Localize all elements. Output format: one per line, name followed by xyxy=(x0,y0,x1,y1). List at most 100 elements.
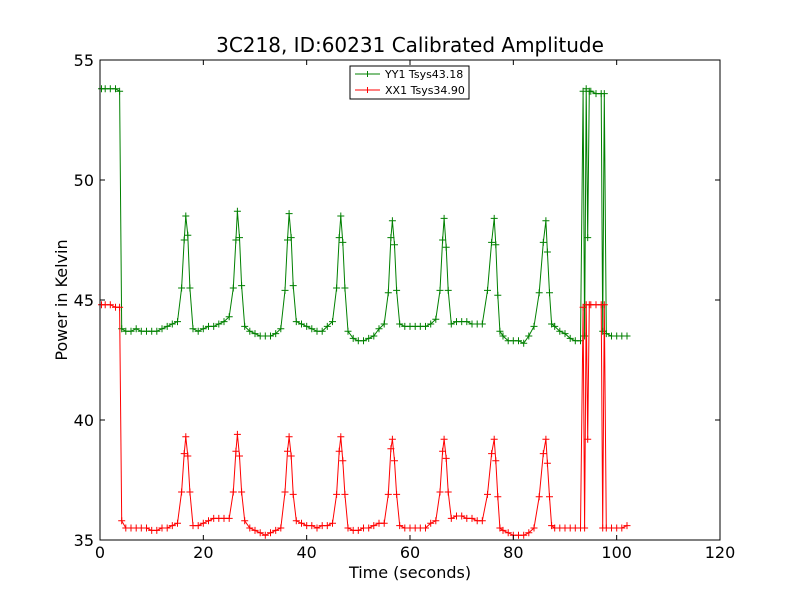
x-tick-label: 80 xyxy=(503,543,523,562)
data-point xyxy=(153,327,161,335)
data-point xyxy=(174,519,181,527)
x-tick-label: 100 xyxy=(601,543,632,562)
data-point xyxy=(587,87,595,95)
data-point xyxy=(337,212,345,220)
data-point xyxy=(535,289,543,297)
data-point xyxy=(277,325,285,333)
legend: YY1 Tsys43.18 XX1 Tsys34.90 xyxy=(349,65,470,100)
data-point xyxy=(561,330,569,338)
data-point xyxy=(333,284,341,292)
data-point xyxy=(600,90,608,98)
data-point xyxy=(539,450,547,458)
data-point xyxy=(292,517,300,525)
legend-marker-yy1 xyxy=(364,71,371,77)
data-point xyxy=(261,531,269,539)
data-point xyxy=(323,522,331,530)
data-point xyxy=(543,248,551,256)
data-point xyxy=(387,234,395,242)
data-point xyxy=(298,320,305,328)
data-point xyxy=(388,217,396,225)
y-tick-label: 35 xyxy=(74,531,94,550)
data-point xyxy=(494,493,502,501)
data-point xyxy=(116,303,124,311)
y-tick-label: 40 xyxy=(74,411,94,430)
data-point xyxy=(499,332,507,340)
data-point xyxy=(153,526,161,534)
data-point xyxy=(178,284,186,292)
data-point xyxy=(515,337,522,345)
data-point xyxy=(287,452,295,460)
data-point xyxy=(285,433,293,441)
data-point xyxy=(308,325,316,333)
data-point xyxy=(233,430,241,438)
data-point xyxy=(298,519,305,527)
data-point xyxy=(335,447,343,455)
data-point xyxy=(432,517,440,525)
data-point xyxy=(272,330,280,338)
data-point xyxy=(384,289,392,297)
series-layer xyxy=(98,85,631,539)
data-point xyxy=(427,320,435,328)
data-point xyxy=(525,529,533,537)
data-point xyxy=(168,522,176,530)
data-point xyxy=(530,322,538,330)
data-point xyxy=(349,334,357,342)
chart-title: 3C218, ID:60231 Calibrated Amplitude xyxy=(216,33,604,57)
data-point xyxy=(375,325,383,333)
data-point xyxy=(241,322,249,330)
data-point xyxy=(551,322,559,330)
data-point xyxy=(365,334,373,342)
data-point xyxy=(370,332,378,340)
data-point xyxy=(344,327,352,335)
x-tick-label: 40 xyxy=(296,543,316,562)
data-point xyxy=(444,286,452,294)
legend-box xyxy=(349,65,470,100)
data-point xyxy=(600,301,608,309)
data-point xyxy=(422,322,429,330)
y-axis-label: Power in Kelvin xyxy=(52,239,71,360)
data-point xyxy=(236,234,243,242)
data-point xyxy=(535,493,543,501)
data-point xyxy=(158,325,166,333)
data-point xyxy=(422,524,429,532)
data-point xyxy=(442,243,450,251)
data-point xyxy=(468,514,476,522)
data-point xyxy=(267,332,274,340)
plot-area xyxy=(100,60,720,540)
data-point xyxy=(391,457,398,465)
data-point xyxy=(581,524,589,532)
data-point xyxy=(393,286,401,294)
data-point xyxy=(194,327,202,335)
data-point xyxy=(215,320,223,328)
data-point xyxy=(458,512,466,520)
data-point xyxy=(284,236,291,244)
y-tick-label: 50 xyxy=(74,171,94,190)
data-point xyxy=(132,325,140,333)
data-point xyxy=(277,524,285,532)
series-0 xyxy=(98,85,631,347)
data-point xyxy=(287,234,295,242)
data-point xyxy=(180,236,188,244)
data-point xyxy=(238,282,246,290)
data-point xyxy=(442,454,450,462)
data-point xyxy=(444,488,452,496)
data-point xyxy=(492,241,500,249)
data-point xyxy=(447,514,455,522)
data-point xyxy=(380,519,388,527)
data-point xyxy=(494,291,502,299)
data-point xyxy=(333,490,341,498)
data-point xyxy=(163,322,171,330)
data-point xyxy=(127,327,135,335)
data-point xyxy=(251,330,259,338)
data-point xyxy=(380,320,388,328)
x-axis-label: Time (seconds) xyxy=(348,563,471,582)
data-point xyxy=(323,322,331,330)
data-point xyxy=(182,433,190,441)
data-point xyxy=(396,522,404,530)
data-point xyxy=(490,214,498,222)
data-point xyxy=(220,318,228,326)
data-point xyxy=(308,522,316,530)
x-axis-ticks: 0 20 40 60 80 100 120 xyxy=(95,60,735,562)
data-point xyxy=(490,435,498,443)
data-point xyxy=(440,214,448,222)
